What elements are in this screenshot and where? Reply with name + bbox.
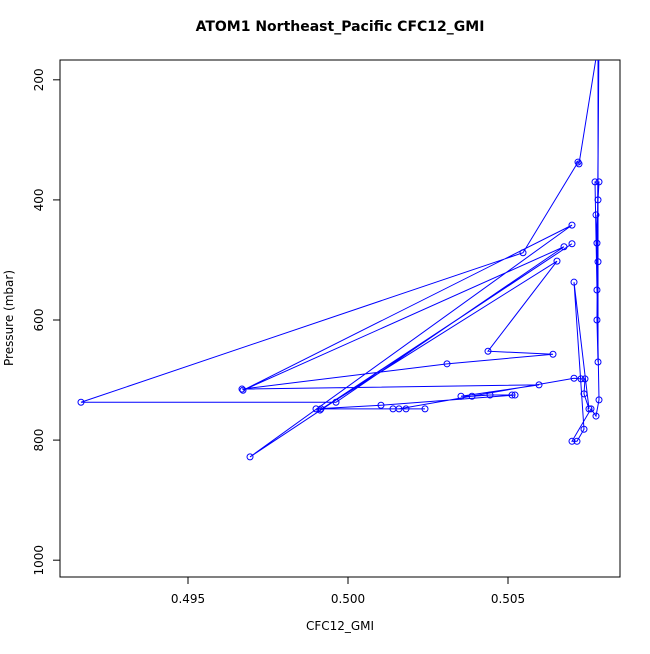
data-point [568, 221, 576, 229]
data-point [560, 243, 568, 251]
plot-frame [59, 59, 621, 578]
data-line [80, 60, 600, 458]
y-tick-label: 800 [32, 429, 46, 452]
data-point [592, 211, 600, 219]
x-tick-label: 0.505 [491, 592, 525, 606]
data-point [580, 390, 588, 398]
data-point [457, 392, 465, 400]
x-tick-label: 0.500 [331, 592, 365, 606]
data-point [595, 396, 603, 404]
data-point [581, 375, 589, 383]
data-point [77, 398, 85, 406]
data-point [511, 391, 519, 399]
data-point [577, 375, 585, 383]
x-tick-label: 0.495 [171, 592, 205, 606]
data-point [553, 257, 561, 265]
plot-area [77, 60, 603, 461]
data-point [574, 158, 582, 166]
y-tick-label: 200 [32, 68, 46, 91]
data-point [535, 381, 543, 389]
data-point [443, 360, 451, 368]
data-point [402, 405, 410, 413]
data-point [484, 347, 492, 355]
data-point [592, 412, 600, 420]
data-point [312, 405, 320, 413]
data-point [585, 405, 593, 413]
data-point [593, 239, 601, 247]
data-point [377, 401, 385, 409]
data-point [594, 358, 602, 366]
data-point [591, 178, 599, 186]
y-tick-label: 1000 [32, 545, 46, 576]
data-point [508, 391, 516, 399]
data-point [246, 453, 254, 461]
data-point [549, 350, 557, 358]
y-tick-label: 600 [32, 309, 46, 332]
x-axis-label: CFC12_GMI [306, 619, 374, 633]
data-point [316, 406, 324, 414]
data-point [421, 405, 429, 413]
data-point [486, 391, 494, 399]
data-point [239, 386, 247, 394]
data-point [573, 437, 581, 445]
data-point [594, 258, 602, 266]
data-point [593, 316, 601, 324]
chart-title: ATOM1 Northeast_Pacific CFC12_GMI [196, 19, 485, 35]
data-point [395, 405, 403, 413]
data-point [468, 392, 476, 400]
data-point [593, 286, 601, 294]
data-point [587, 405, 595, 413]
data-point [332, 398, 340, 406]
y-axis-label: Pressure (mbar) [2, 270, 16, 366]
data-point [580, 425, 588, 433]
data-point [519, 249, 527, 257]
data-point [568, 240, 576, 248]
data-point [570, 278, 578, 286]
data-point [238, 385, 246, 393]
data-point [570, 374, 578, 382]
data-point [595, 178, 603, 186]
y-tick-label: 400 [32, 188, 46, 211]
data-point [594, 196, 602, 204]
data-point [317, 405, 325, 413]
data-point [568, 437, 576, 445]
